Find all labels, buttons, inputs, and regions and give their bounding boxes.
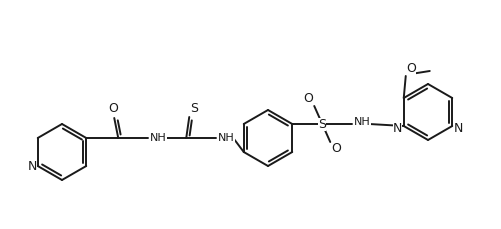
Text: O: O <box>406 62 416 74</box>
Text: O: O <box>108 103 118 115</box>
Text: NH: NH <box>150 133 167 143</box>
Text: NH: NH <box>354 117 371 127</box>
Text: O: O <box>331 142 341 155</box>
Text: N: N <box>453 122 463 134</box>
Text: S: S <box>318 117 326 131</box>
Text: N: N <box>393 122 402 134</box>
Text: S: S <box>190 103 198 115</box>
Text: NH: NH <box>218 133 234 143</box>
Text: O: O <box>303 93 313 106</box>
Text: N: N <box>28 160 38 172</box>
